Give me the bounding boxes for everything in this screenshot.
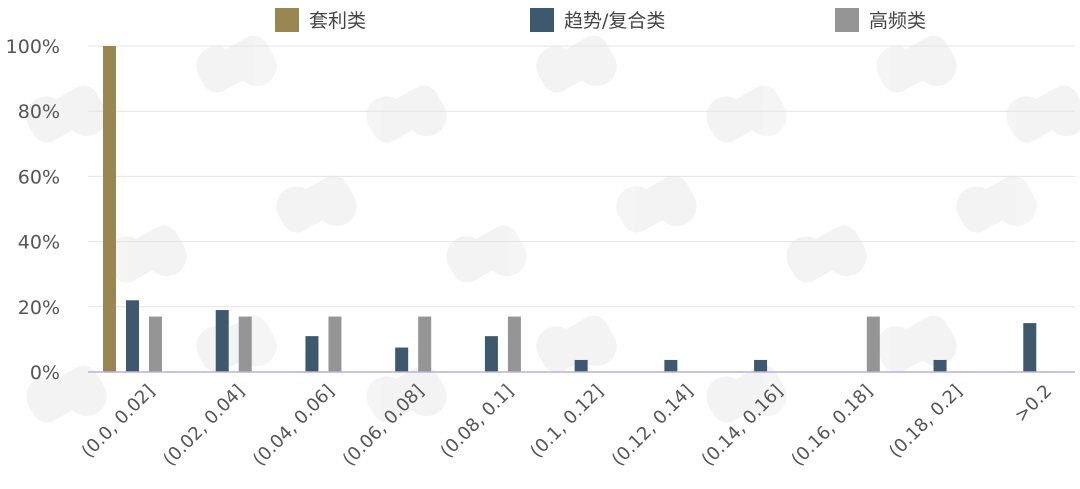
x-tick-label: (0.1, 0.12] bbox=[526, 381, 607, 462]
legend: 套利类 趋势/复合类 高频类 bbox=[0, 6, 1080, 36]
y-tick-label: 0% bbox=[30, 362, 60, 384]
watermark-shape bbox=[196, 35, 277, 93]
bars bbox=[103, 46, 1037, 372]
watermark-shape bbox=[446, 225, 527, 283]
legend-item-hft: 高频类 bbox=[835, 6, 926, 33]
watermark-shape bbox=[26, 85, 107, 143]
x-tick-label: (0.02, 0.04] bbox=[159, 381, 249, 471]
watermark-shape bbox=[616, 175, 697, 233]
x-tick-label: (0.08, 0.1] bbox=[436, 381, 517, 462]
watermark-shape bbox=[706, 85, 787, 143]
bar bbox=[238, 316, 252, 372]
bar bbox=[418, 316, 432, 372]
x-tick-label: (0.12, 0.14] bbox=[608, 381, 698, 471]
legend-label-hft: 高频类 bbox=[869, 10, 927, 32]
legend-swatch-trend bbox=[530, 7, 554, 32]
x-tick-label: >0.2 bbox=[1011, 381, 1057, 427]
watermark-shape bbox=[366, 85, 447, 143]
x-axis: (0.0, 0.02] (0.02, 0.04] (0.04, 0.06] (0.06… bbox=[78, 381, 1057, 471]
bar bbox=[149, 316, 162, 372]
watermark-shape bbox=[876, 315, 957, 373]
x-tick-label: (0.16, 0.18] bbox=[787, 381, 877, 471]
bar bbox=[866, 316, 880, 372]
legend-item-arbitrage: 套利类 bbox=[275, 6, 366, 33]
watermark-shape bbox=[786, 225, 867, 283]
y-tick-label: 60% bbox=[18, 166, 60, 188]
bar bbox=[574, 359, 588, 372]
y-tick-label: 20% bbox=[18, 297, 60, 319]
watermark-shape bbox=[26, 365, 107, 423]
legend-label-trend: 趋势/复合类 bbox=[564, 10, 666, 32]
y-tick-label: 100% bbox=[6, 36, 60, 58]
watermark-shape bbox=[536, 35, 617, 93]
watermark-shape bbox=[196, 315, 277, 373]
watermark-shape bbox=[1006, 85, 1080, 143]
watermark-shape bbox=[706, 365, 787, 423]
watermark-shape bbox=[876, 35, 957, 93]
bar bbox=[484, 336, 498, 372]
bar bbox=[1023, 323, 1037, 372]
watermark-shape bbox=[366, 365, 447, 423]
watermark-shape bbox=[106, 225, 187, 283]
bar bbox=[103, 46, 116, 372]
bar bbox=[328, 316, 342, 372]
legend-label-arbitrage: 套利类 bbox=[309, 10, 367, 32]
watermark-shape bbox=[956, 175, 1037, 233]
y-tick-label: 80% bbox=[18, 101, 60, 123]
bar bbox=[664, 359, 678, 372]
bar bbox=[215, 310, 229, 372]
bar bbox=[933, 359, 947, 372]
y-axis: 0% 20% 40% 60% 80% 100% bbox=[6, 36, 60, 384]
bar bbox=[395, 347, 409, 372]
legend-swatch-hft bbox=[835, 7, 859, 32]
legend-item-trend: 趋势/复合类 bbox=[530, 6, 665, 33]
bar bbox=[126, 300, 139, 372]
x-tick-label: (0.18, 0.2] bbox=[885, 381, 966, 462]
bar bbox=[305, 336, 319, 372]
watermark-layer bbox=[26, 35, 1080, 423]
x-tick-label: (0.04, 0.06] bbox=[249, 381, 339, 471]
grid-lines bbox=[88, 45, 1075, 308]
y-tick-label: 40% bbox=[18, 232, 60, 254]
watermark-shape bbox=[536, 315, 617, 373]
bar bbox=[507, 316, 521, 372]
legend-swatch-arbitrage bbox=[275, 7, 299, 32]
watermark-shape bbox=[276, 175, 357, 233]
bar bbox=[754, 359, 768, 372]
